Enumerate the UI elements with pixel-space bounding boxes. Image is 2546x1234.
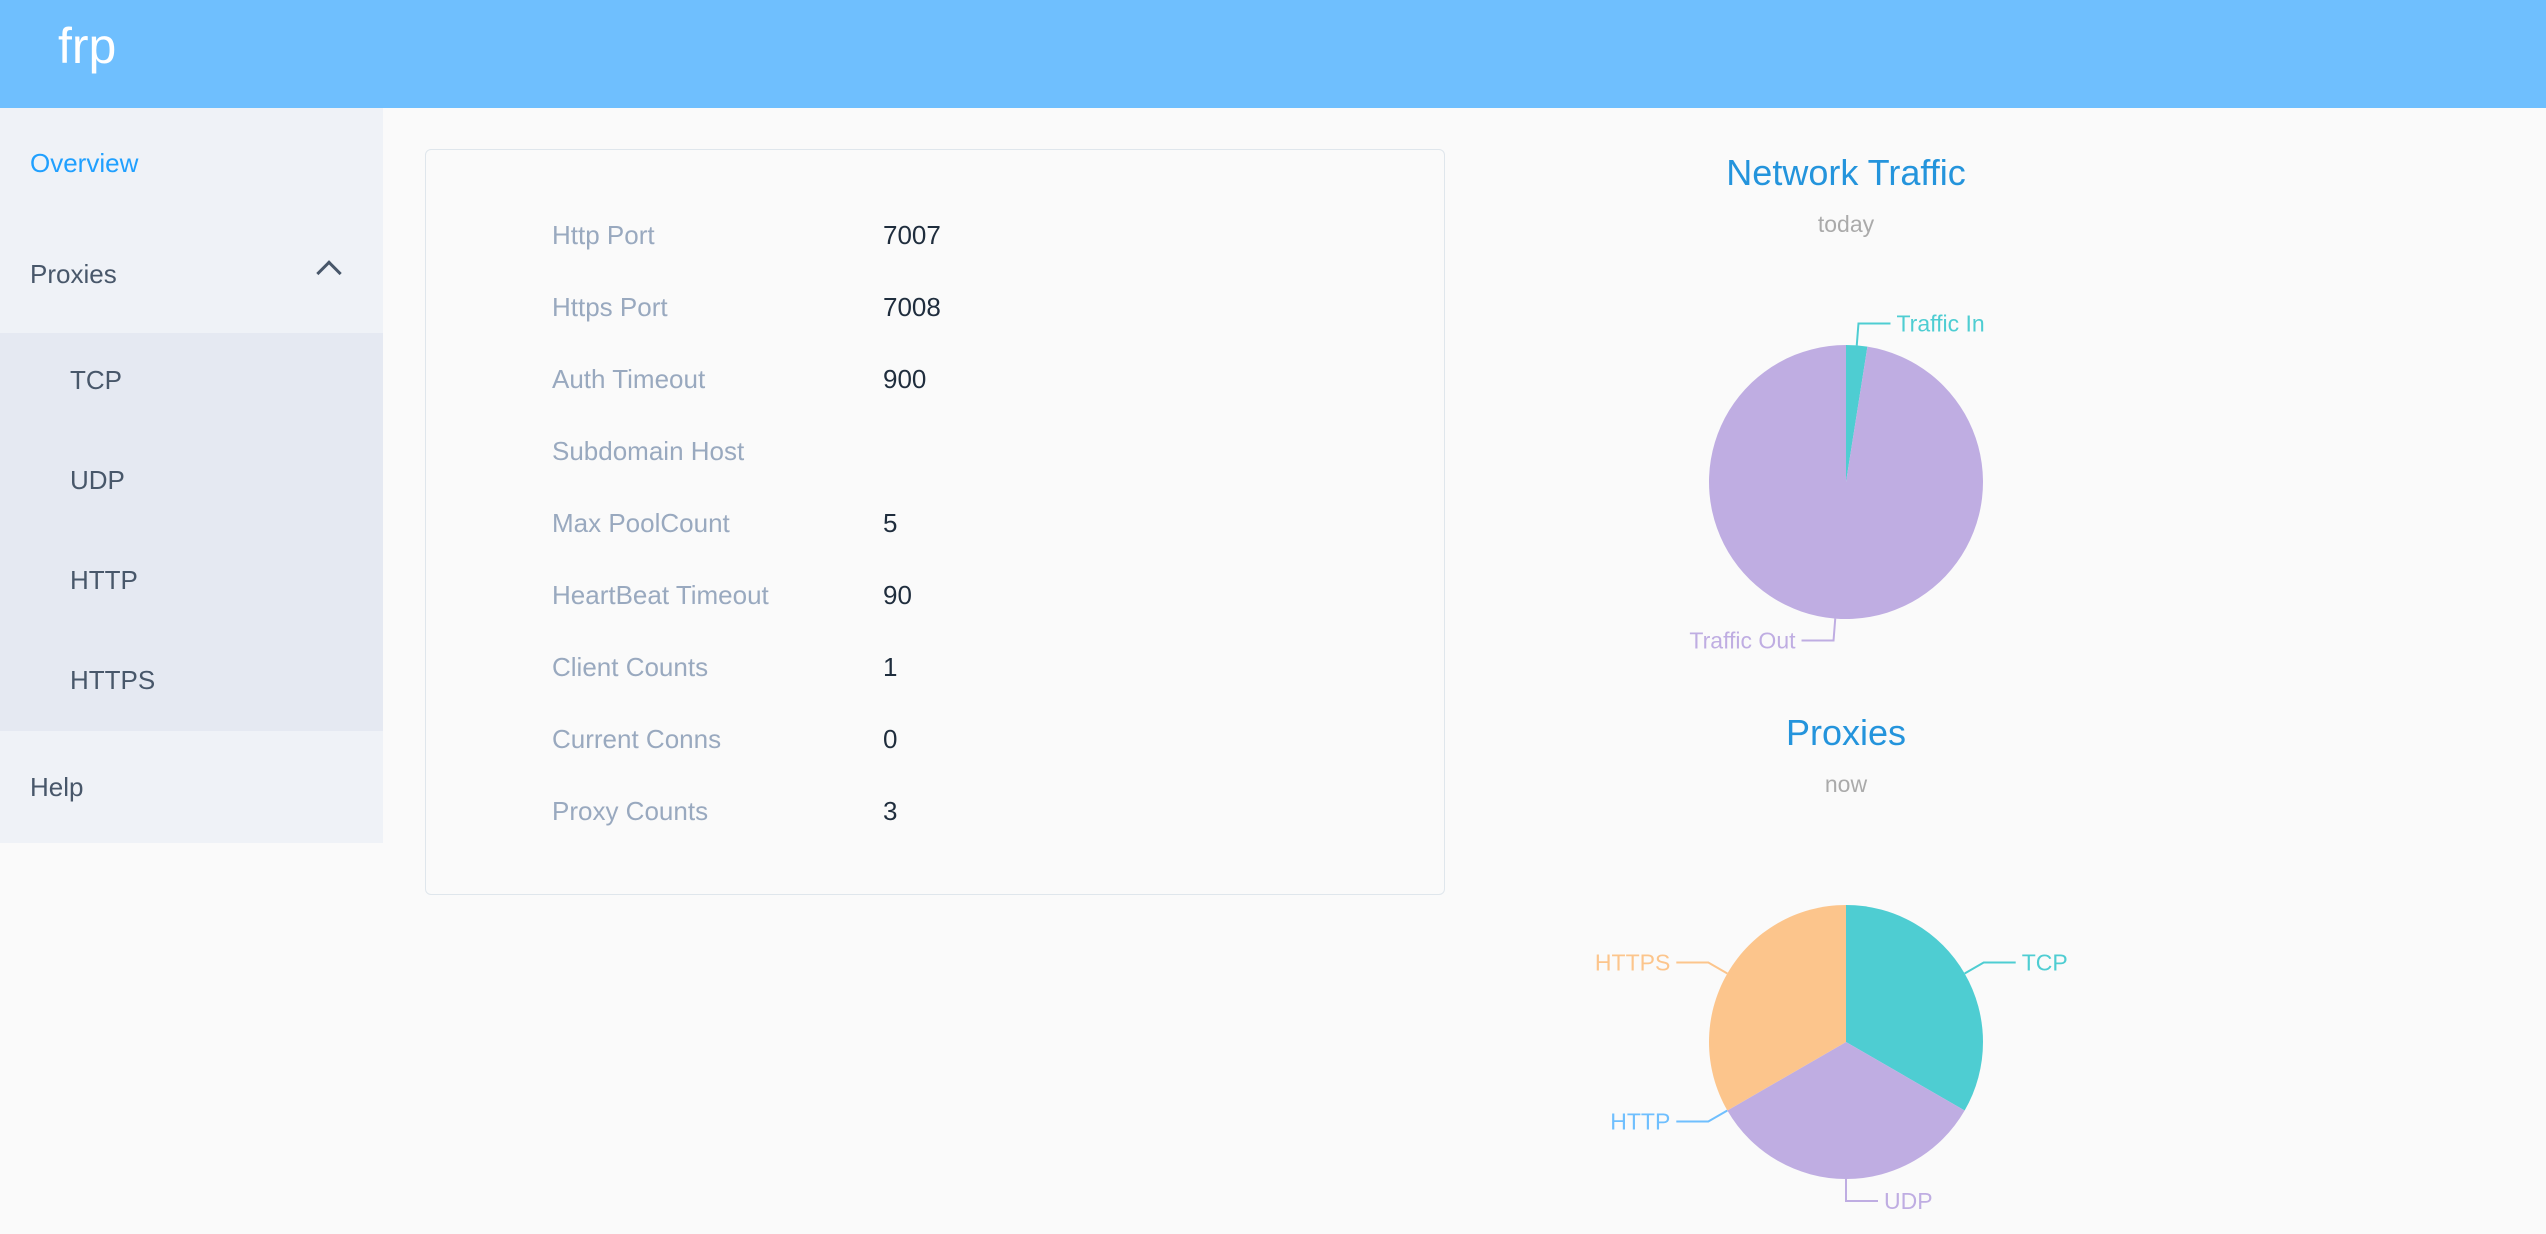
traffic-chart-title: Network Traffic [1726, 152, 1966, 193]
sidebar-item-https[interactable]: HTTPS [70, 665, 156, 695]
info-value: 90 [883, 580, 912, 610]
label-line [1845, 1179, 1878, 1202]
label-line [1801, 618, 1837, 642]
pie-label: Traffic Out [1689, 628, 1796, 654]
sidebar-item-http[interactable]: HTTP [70, 565, 138, 595]
info-label: Current Conns [552, 724, 722, 754]
label-line [1676, 1109, 1728, 1123]
info-label: Subdomain Host [552, 436, 745, 466]
label-line [1855, 322, 1891, 346]
proxies-chart-subtitle: now [1824, 771, 1868, 797]
pie-label: HTTPS [1595, 950, 1670, 976]
pie-slice-traffic-out[interactable] [1708, 345, 1983, 619]
sidebar-item-proxies[interactable]: Proxies [30, 259, 117, 289]
info-label: Https Port [552, 292, 668, 322]
info-label: Max PoolCount [552, 508, 730, 538]
info-label: Http Port [552, 220, 655, 250]
top-header: frp [0, 0, 2546, 108]
label-line [1676, 961, 1728, 975]
proxies-submenu [0, 333, 383, 731]
info-value: 7007 [883, 220, 941, 250]
sidebar-item-help[interactable]: Help [30, 772, 84, 802]
sidebar-item-udp[interactable]: UDP [70, 465, 125, 495]
sidebar-item-overview[interactable]: Overview [30, 148, 139, 178]
info-label: Client Counts [552, 652, 709, 682]
info-label: Auth Timeout [552, 364, 706, 394]
info-value: 7008 [883, 292, 941, 322]
pie-slice-https[interactable] [1708, 905, 1846, 1111]
logo: frp [58, 18, 117, 74]
pie-label: Traffic In [1896, 310, 1984, 336]
info-value: 3 [883, 796, 898, 826]
pie-slice-traffic-in[interactable] [1846, 345, 1868, 482]
info-value: 5 [883, 508, 898, 538]
info-value: 0 [883, 724, 898, 754]
traffic-chart-subtitle: today [1817, 211, 1875, 237]
pie-slice-tcp[interactable] [1846, 905, 1984, 1111]
server-info-card [425, 149, 1445, 895]
info-label: HeartBeat Timeout [552, 580, 769, 610]
info-value: 1 [883, 652, 898, 682]
label-line [1964, 961, 2016, 975]
sidebar-item-tcp[interactable]: TCP [70, 365, 122, 395]
pie-label: HTTP [1610, 1109, 1670, 1135]
info-value: 900 [883, 364, 927, 394]
pie-label: UDP [1884, 1188, 1933, 1214]
pie-label: TCP [2022, 950, 2068, 976]
info-label: Proxy Counts [552, 796, 709, 826]
proxies-chart-title: Proxies [1785, 712, 1907, 753]
